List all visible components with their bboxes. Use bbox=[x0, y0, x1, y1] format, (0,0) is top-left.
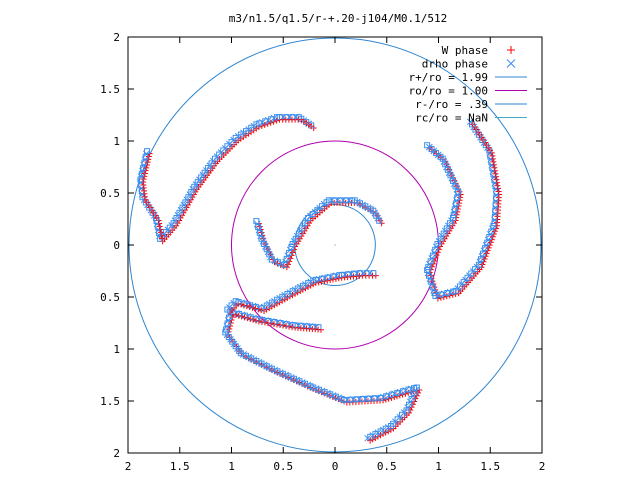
drho-phase-point bbox=[225, 334, 232, 341]
drho-phase-point bbox=[277, 260, 285, 267]
legend-label: ro/ro = 1.00 bbox=[409, 85, 488, 98]
drho-phase-point bbox=[310, 384, 317, 391]
drho-phase-point bbox=[450, 215, 457, 221]
drho-phase-point bbox=[376, 217, 383, 224]
drho-phase-point bbox=[205, 165, 212, 172]
drho-phase-point bbox=[224, 306, 231, 313]
drho-phase-point bbox=[318, 203, 325, 210]
xtick-label: 0.5 bbox=[377, 460, 397, 473]
drho-phase-point bbox=[411, 390, 418, 397]
xtick-label: 1 bbox=[228, 460, 235, 473]
drho-phase-point bbox=[327, 391, 334, 398]
drho-phase-point bbox=[296, 378, 303, 385]
xtick-label: 2 bbox=[125, 460, 132, 473]
drho-phase-point bbox=[432, 246, 439, 253]
drho-phase-point bbox=[268, 365, 275, 372]
ytick-label: 1 bbox=[113, 135, 120, 148]
drho-phase-point bbox=[446, 220, 453, 227]
drho-phase-point bbox=[314, 207, 321, 214]
drho-phase-point bbox=[466, 118, 474, 126]
drho-phase-point bbox=[194, 179, 201, 186]
drho-phase-point bbox=[201, 169, 208, 176]
ytick-label: 2 bbox=[113, 31, 120, 44]
legend-marker-x bbox=[506, 59, 516, 68]
drho-phase-point bbox=[406, 401, 413, 408]
ytick-label: 1.5 bbox=[100, 83, 120, 96]
drho-phase-point bbox=[452, 183, 459, 190]
ytick-label: 0.5 bbox=[100, 187, 120, 200]
xtick-label: 1.5 bbox=[480, 460, 500, 473]
ytick-label: 1 bbox=[113, 343, 120, 356]
drho-phase-point bbox=[439, 155, 446, 162]
drho-phase-point bbox=[198, 174, 205, 181]
drho-phase-point bbox=[424, 142, 431, 149]
drho-phase-point bbox=[166, 224, 173, 231]
drho-phase-point bbox=[302, 380, 309, 387]
drho-phase-point bbox=[443, 225, 450, 232]
drho-phase-point bbox=[170, 220, 177, 227]
legend-label: r+/ro = 1.99 bbox=[409, 71, 488, 84]
legend-label: W phase bbox=[442, 44, 488, 57]
chart-title: m3/n1.5/q1.5/r-+.20-j104/M0.1/512 bbox=[229, 12, 448, 25]
drho-phase-point bbox=[144, 148, 151, 155]
drho-phase-point bbox=[434, 241, 441, 247]
drho-phase-point bbox=[222, 329, 229, 336]
drho-phase-point bbox=[440, 230, 447, 237]
drho-phase-point bbox=[211, 155, 218, 162]
drho-phase-point bbox=[332, 393, 339, 400]
drho-phase-point bbox=[285, 373, 292, 380]
drho-phase-point bbox=[364, 434, 371, 442]
drho-phase-point bbox=[427, 258, 434, 265]
ytick-label: 2 bbox=[113, 447, 120, 460]
drho-phase-point bbox=[447, 172, 454, 179]
drho-phase-point bbox=[321, 389, 328, 396]
drho-phase-point bbox=[305, 215, 312, 221]
drho-phase-point bbox=[271, 257, 279, 265]
drho-phase-point bbox=[309, 211, 316, 218]
drho-phase-point bbox=[450, 177, 457, 184]
legend-label: r-/ro = .39 bbox=[415, 98, 488, 111]
ytick-label: 1.5 bbox=[100, 395, 120, 408]
drho-phase-point bbox=[444, 166, 451, 173]
drho-phase-point bbox=[279, 370, 286, 377]
phase-points bbox=[137, 113, 502, 444]
drho-phase-point bbox=[433, 149, 440, 156]
xtick-label: 1 bbox=[435, 460, 442, 473]
xtick-label: 2 bbox=[539, 460, 546, 473]
drho-phase-point bbox=[437, 235, 444, 242]
drho-phase-point bbox=[408, 395, 415, 402]
xtick-label: 1.5 bbox=[170, 460, 190, 473]
drho-phase-point bbox=[413, 384, 420, 391]
legend-marker-plus bbox=[507, 46, 515, 54]
drho-phase-point bbox=[208, 160, 215, 167]
drho-phase-point bbox=[290, 375, 297, 382]
drho-phase-point bbox=[232, 343, 239, 350]
drho-phase-point bbox=[229, 338, 236, 345]
drho-phase-point bbox=[428, 146, 435, 153]
xtick-label: 0.5 bbox=[273, 460, 293, 473]
legend-label: drho phase bbox=[422, 58, 488, 71]
drho-phase-point bbox=[315, 386, 322, 393]
origin-dot bbox=[334, 244, 336, 246]
drho-phase-point bbox=[429, 252, 436, 259]
ytick-label: 0.5 bbox=[100, 291, 120, 304]
drho-phase-point bbox=[274, 368, 281, 375]
legend-label: rc/ro = NaN bbox=[415, 112, 488, 125]
drho-phase-point bbox=[442, 161, 449, 168]
ytick-label: 0 bbox=[113, 239, 120, 252]
xtick-label: 0 bbox=[332, 460, 339, 473]
